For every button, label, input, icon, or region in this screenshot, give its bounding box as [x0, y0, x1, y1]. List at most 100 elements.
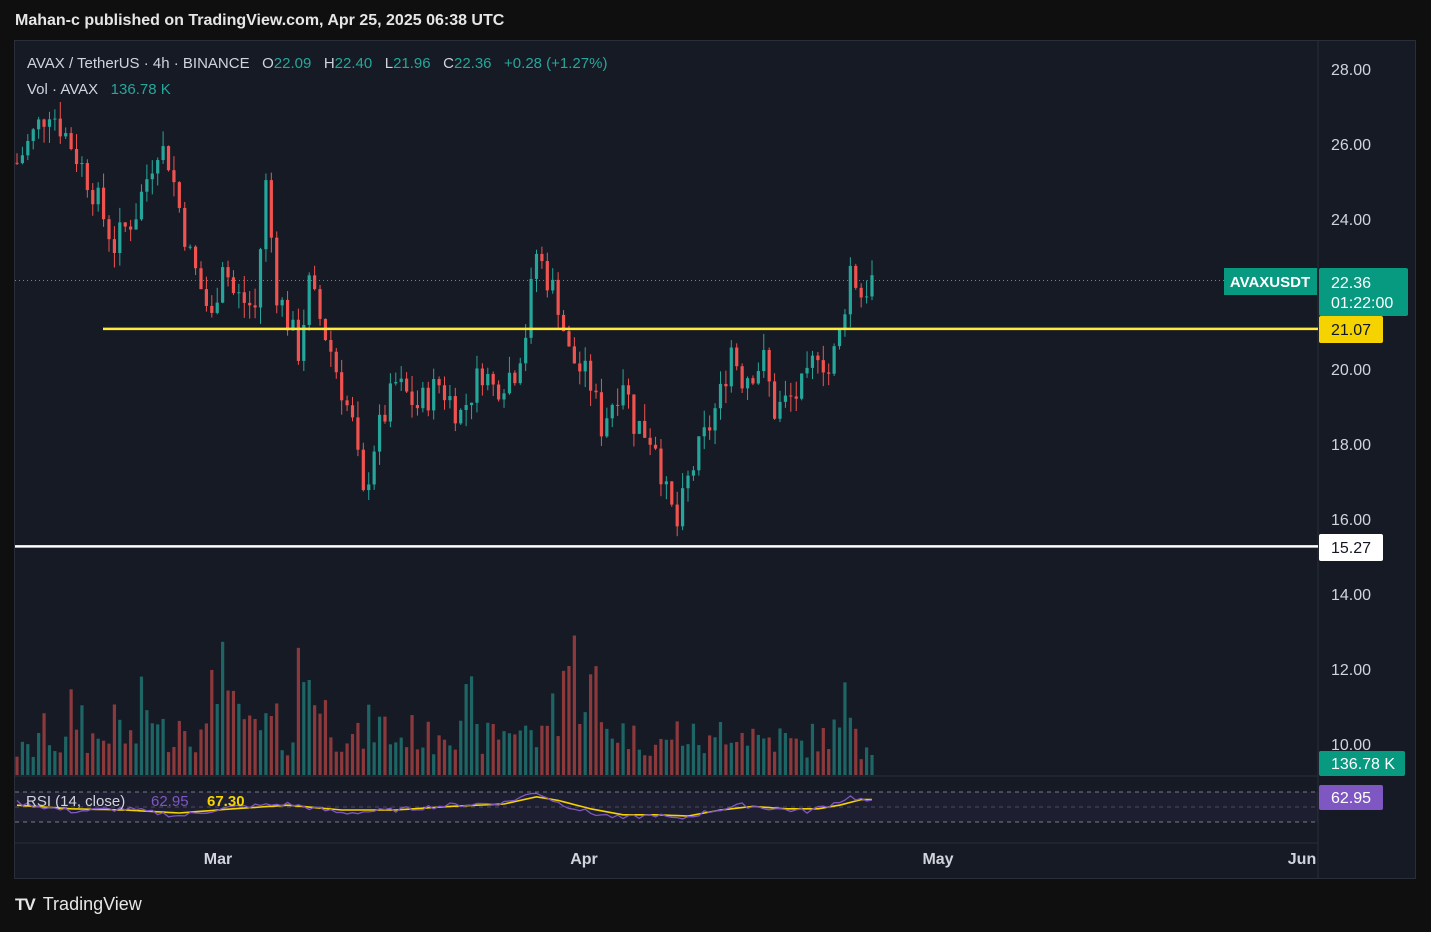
- open-value: 22.09: [273, 55, 312, 72]
- candle-body: [313, 275, 317, 290]
- support-tag-white-value: 15.27: [1331, 540, 1371, 557]
- candle-body: [26, 140, 30, 156]
- volume-bar: [643, 755, 647, 775]
- candle-body: [670, 481, 674, 505]
- volume-bar: [291, 742, 295, 775]
- candle-body: [864, 296, 869, 298]
- high-value: 22.40: [334, 55, 373, 72]
- x-tick-label: May: [922, 851, 953, 868]
- candle-body: [664, 481, 668, 485]
- volume-bar: [767, 737, 771, 775]
- candle-body: [762, 350, 766, 372]
- volume-bar: [572, 635, 576, 775]
- volume-bar: [670, 739, 674, 775]
- support-tag-yellow: [1319, 316, 1383, 343]
- volume-bar: [96, 738, 100, 775]
- candle-body: [101, 187, 106, 220]
- candle-body: [686, 475, 690, 489]
- volume-bar: [345, 743, 349, 775]
- candle-body: [253, 305, 257, 308]
- candle-body: [372, 451, 376, 485]
- low-label: L: [384, 55, 394, 72]
- volume-bar: [870, 754, 874, 775]
- candle-body: [599, 392, 604, 437]
- volume-bar: [475, 724, 479, 775]
- volume-bar: [540, 725, 544, 775]
- volume-bar: [183, 731, 187, 775]
- candle-body: [69, 133, 73, 150]
- footer-brand[interactable]: TradingView: [42, 894, 142, 914]
- candle-body: [80, 163, 84, 165]
- candle-body: [805, 367, 809, 374]
- candle-body: [827, 372, 831, 374]
- volume-bar: [756, 734, 760, 775]
- volume-bar: [145, 710, 149, 775]
- candle-body: [204, 289, 208, 306]
- volume-bar: [199, 729, 203, 775]
- volume-bar: [318, 713, 322, 775]
- candle-body: [453, 396, 457, 424]
- rsi-line: [16, 792, 873, 820]
- volume-bar: [610, 738, 614, 775]
- volume-bar: [20, 741, 25, 775]
- volume-bars: [15, 635, 874, 775]
- volume-bar: [426, 721, 430, 775]
- candle-body: [653, 444, 658, 449]
- volume-bar: [394, 742, 398, 775]
- candle-body: [556, 279, 560, 315]
- candle-body: [551, 279, 555, 291]
- x-tick-label: Mar: [204, 851, 232, 868]
- volume-bar: [53, 751, 57, 775]
- candle-body: [161, 146, 165, 161]
- candle-countdown: 01:22:00: [1331, 295, 1393, 312]
- volume-bar: [340, 751, 344, 775]
- volume-bar: [129, 730, 133, 775]
- candle-body: [47, 119, 52, 127]
- symbol-name[interactable]: AVAX / TetherUS · 4h · BINANCE: [27, 55, 250, 72]
- volume-bar: [150, 723, 154, 775]
- y-tick-label: 24.00: [1331, 212, 1371, 229]
- volume-bar: [177, 720, 181, 775]
- volume-bar: [334, 751, 338, 775]
- candle-body: [193, 246, 198, 269]
- y-tick-label: 12.00: [1331, 662, 1371, 679]
- volume-bar: [437, 735, 441, 775]
- candle-body: [691, 470, 696, 476]
- volume-bar: [675, 721, 679, 775]
- current-price-tag: [1319, 268, 1408, 316]
- candle-body: [20, 155, 25, 164]
- candle-body: [480, 368, 484, 386]
- candle-body: [832, 346, 836, 374]
- volume-bar: [854, 728, 858, 775]
- volume-bar: [47, 745, 52, 775]
- volume-bar: [64, 736, 68, 775]
- candle-body: [800, 373, 804, 399]
- volume-bar: [388, 744, 392, 775]
- volume-bar: [410, 715, 414, 775]
- volume-bar: [697, 745, 701, 775]
- candle-body: [53, 118, 57, 120]
- candle-body: [778, 401, 782, 419]
- volume-bar: [751, 728, 755, 775]
- volume-bar: [399, 737, 403, 775]
- candle-body: [280, 299, 284, 306]
- candle-body: [632, 394, 636, 434]
- candle-body: [58, 118, 62, 137]
- candle-body: [199, 268, 203, 290]
- candle-body: [648, 437, 652, 445]
- volume-bar: [821, 727, 825, 775]
- tradingview-logo-icon[interactable]: TV: [15, 894, 36, 914]
- volume-bar: [859, 759, 863, 775]
- y-tick-label: 14.00: [1331, 587, 1371, 604]
- candle-body: [578, 363, 582, 372]
- candle-body: [751, 378, 755, 384]
- candle-body: [258, 249, 263, 308]
- candle-body: [486, 373, 490, 386]
- volume-label[interactable]: Vol · AVAX: [27, 81, 99, 98]
- volume-bar: [480, 753, 484, 775]
- y-tick-label: 18.00: [1331, 437, 1371, 454]
- volume-bar: [253, 718, 257, 775]
- rsi-tag: [1319, 785, 1383, 810]
- volume-bar: [112, 704, 117, 775]
